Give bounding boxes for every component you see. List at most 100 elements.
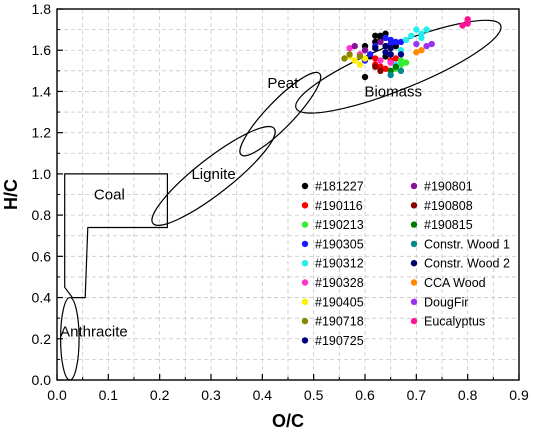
x-tick-label: 0.0: [47, 387, 67, 403]
series-constr-wood-1: [387, 67, 405, 79]
data-point: [402, 59, 410, 66]
region-labels: Anthracite Coal Lignite Peat Biomass: [60, 75, 422, 340]
data-point: [392, 38, 399, 46]
legend-label: #190815: [424, 218, 473, 232]
region-label-biomass: Biomass: [364, 83, 422, 100]
x-tick-label: 0.3: [201, 387, 221, 403]
legend-label: #190718: [315, 315, 364, 329]
data-point: [351, 42, 358, 50]
data-point: [387, 71, 394, 79]
legend-label: #190801: [424, 180, 473, 194]
legend-marker: [410, 182, 418, 190]
x-axis-title: O/C: [272, 411, 304, 431]
y-tick-label: 1.0: [32, 166, 52, 182]
legend-marker: [410, 202, 418, 209]
y-tick-label: 0.4: [32, 290, 52, 306]
data-point: [356, 61, 364, 68]
legend-label: #181227: [315, 180, 364, 194]
data-point: [397, 57, 405, 64]
data-point: [397, 51, 405, 58]
data-point: [392, 55, 399, 62]
legend-marker: [301, 221, 309, 228]
data-point: [382, 65, 389, 72]
y-axis-title: H/C: [1, 179, 21, 210]
x-tick-label: 0.1: [99, 387, 119, 403]
x-tick-label: 0.2: [150, 387, 170, 403]
data-point: [392, 63, 399, 70]
series-eucalyptus: [459, 16, 471, 29]
data-point: [346, 51, 353, 58]
legend-marker: [301, 240, 309, 248]
series-dougfir: [413, 40, 435, 50]
y-tick-label: 0.2: [32, 331, 52, 347]
data-point: [387, 59, 394, 66]
data-point: [459, 22, 466, 29]
data-point: [382, 49, 389, 56]
legend: #181227 #190116 #190213 #190305 #190312 #1903…: [301, 180, 510, 348]
axis-ticks: 0.0 0.1 0.2 0.3 0.4 0.5 0.6 0.7 0.8 0.9 0.0 0.2 0.4 0…: [32, 1, 529, 403]
series-cca-wood: [413, 47, 425, 56]
data-point: [361, 47, 369, 54]
region-label-peat: Peat: [267, 75, 299, 92]
y-tick-label: 1.4: [32, 83, 52, 99]
legend-marker: [301, 182, 309, 190]
data-point: [382, 42, 389, 50]
x-tick-label: 0.4: [253, 387, 273, 403]
region-label-lignite: Lignite: [191, 166, 235, 183]
x-tick-label: 0.9: [509, 387, 529, 403]
series-190718: [341, 51, 364, 62]
x-tick-label: 0.8: [458, 387, 478, 403]
legend-label: #190405: [315, 295, 364, 309]
data-point: [361, 55, 369, 62]
legend-label: Constr. Wood 2: [424, 257, 510, 271]
legend-marker: [410, 298, 418, 305]
data-point: [366, 51, 374, 58]
legend-marker: [301, 279, 309, 286]
series-constr-wood-2: [372, 42, 394, 52]
data-point: [351, 57, 358, 64]
legend-label: #190312: [315, 257, 364, 271]
legend-marker: [410, 240, 418, 248]
data-point: [408, 32, 415, 39]
y-tick-label: 0.8: [32, 207, 52, 223]
legend-marker: [410, 279, 418, 286]
data-point: [387, 44, 394, 52]
data-point: [428, 40, 435, 48]
series-190808: [372, 63, 384, 75]
data-point: [372, 55, 379, 62]
data-point: [418, 34, 425, 42]
data-point: [346, 44, 353, 52]
legend-label: Eucalyptus: [424, 315, 485, 329]
legend-marker: [301, 298, 309, 305]
data-point: [413, 49, 420, 56]
data-points: [341, 16, 471, 81]
legend-marker: [301, 337, 309, 344]
legend-label: #190328: [315, 276, 364, 290]
region-label-anthracite: Anthracite: [60, 324, 128, 341]
series-190725: [382, 49, 405, 58]
data-point: [423, 26, 430, 33]
legend-marker: [410, 221, 418, 228]
data-point: [377, 57, 384, 64]
legend-label: #190213: [315, 218, 364, 232]
legend-label: #190808: [424, 199, 473, 213]
region-peat-outline: [239, 71, 322, 157]
data-point: [397, 38, 405, 46]
data-point: [341, 55, 348, 62]
data-point: [361, 73, 369, 81]
legend-marker: [301, 317, 309, 325]
region-coal-outline: [64, 173, 168, 299]
legend-label: DougFir: [424, 295, 468, 309]
data-point: [413, 26, 420, 33]
legend-label: #190725: [315, 334, 364, 348]
series-190801: [351, 38, 384, 54]
legend-marker: [301, 202, 309, 209]
legend-label: Constr. Wood 1: [424, 237, 510, 251]
data-point: [418, 47, 425, 54]
legend-marker: [410, 260, 418, 267]
data-point: [377, 38, 384, 46]
legend-label: #190116: [315, 199, 363, 213]
data-point: [387, 51, 394, 58]
y-tick-label: 1.6: [32, 42, 52, 58]
